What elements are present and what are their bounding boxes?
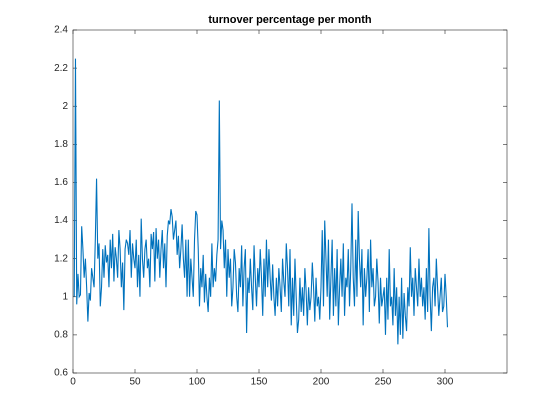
axes-box [72,29,508,374]
x-tick-label: 50 [129,377,141,388]
y-tick-label: 1.8 [54,139,68,150]
y-tick-label: 2.2 [54,63,68,74]
x-tick-label: 100 [189,377,206,388]
y-tick-label: 1.6 [54,177,68,188]
y-tick-label: 0.8 [54,330,68,341]
x-tick-label: 200 [313,377,330,388]
y-tick-label: 1 [62,291,68,302]
x-tick-label: 250 [375,377,392,388]
y-tick-label: 1.4 [54,215,68,226]
y-tick-label: 2 [62,101,68,112]
x-tick-label: 150 [251,377,268,388]
y-tick-label: 0.6 [54,368,68,379]
y-tick-label: 2.4 [54,25,68,36]
x-tick-label: 300 [437,377,454,388]
chart-title: turnover percentage per month [208,14,371,26]
y-tick-label: 1.2 [54,253,68,264]
data-line [73,58,449,345]
x-tick-label: 0 [70,377,76,388]
